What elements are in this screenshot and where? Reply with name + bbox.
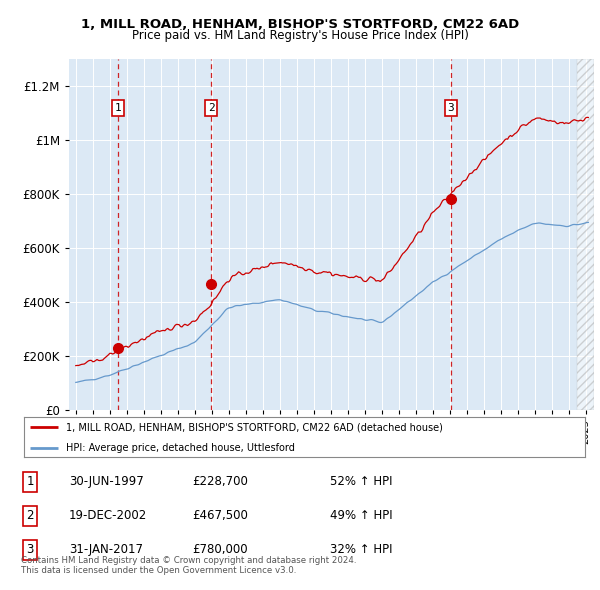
Text: 1: 1 — [26, 475, 34, 489]
Text: 2: 2 — [26, 509, 34, 522]
Text: 30-JUN-1997: 30-JUN-1997 — [69, 475, 144, 489]
Text: Price paid vs. HM Land Registry's House Price Index (HPI): Price paid vs. HM Land Registry's House … — [131, 30, 469, 42]
Text: 3: 3 — [26, 543, 34, 556]
Text: 49% ↑ HPI: 49% ↑ HPI — [330, 509, 392, 522]
Text: 1, MILL ROAD, HENHAM, BISHOP'S STORTFORD, CM22 6AD: 1, MILL ROAD, HENHAM, BISHOP'S STORTFORD… — [81, 18, 519, 31]
Text: 52% ↑ HPI: 52% ↑ HPI — [330, 475, 392, 489]
Text: HPI: Average price, detached house, Uttlesford: HPI: Average price, detached house, Uttl… — [66, 444, 295, 454]
Text: 19-DEC-2002: 19-DEC-2002 — [69, 509, 147, 522]
Text: £467,500: £467,500 — [192, 509, 248, 522]
Bar — [577, 59, 594, 410]
Text: 32% ↑ HPI: 32% ↑ HPI — [330, 543, 392, 556]
Text: 3: 3 — [448, 103, 454, 113]
Text: 1, MILL ROAD, HENHAM, BISHOP'S STORTFORD, CM22 6AD (detached house): 1, MILL ROAD, HENHAM, BISHOP'S STORTFORD… — [66, 422, 443, 432]
Text: £780,000: £780,000 — [192, 543, 248, 556]
Text: £228,700: £228,700 — [192, 475, 248, 489]
Text: Contains HM Land Registry data © Crown copyright and database right 2024.
This d: Contains HM Land Registry data © Crown c… — [21, 556, 356, 575]
Text: 2: 2 — [208, 103, 215, 113]
Text: 1: 1 — [115, 103, 122, 113]
Text: 31-JAN-2017: 31-JAN-2017 — [69, 543, 143, 556]
